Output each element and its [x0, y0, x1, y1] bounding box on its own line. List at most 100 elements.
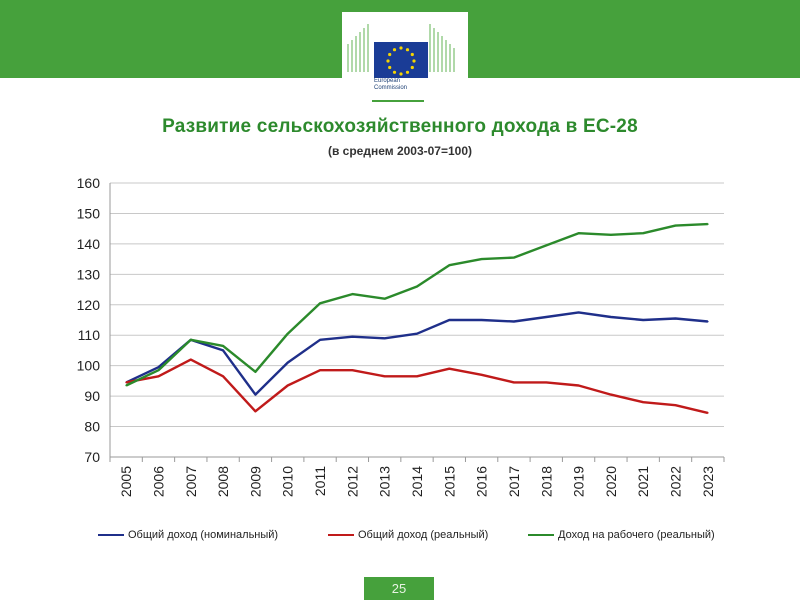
european-commission-logo	[342, 12, 468, 104]
data-point-s3-2021	[642, 232, 645, 235]
x-tick-label-2019: 2019	[571, 466, 587, 497]
x-tick-label-2020: 2020	[603, 466, 619, 497]
logo-text-line2: Commission	[374, 85, 408, 91]
data-point-s2-2016	[480, 374, 483, 376]
x-tick-label-2023: 2023	[700, 466, 716, 497]
data-point-s2-2018	[545, 381, 548, 384]
y-tick-label-130: 130	[77, 266, 101, 282]
data-point-s2-2023	[707, 412, 709, 414]
data-point-s3-2014	[416, 285, 418, 288]
data-point-s2-2012	[351, 369, 354, 372]
data-point-s3-2022	[674, 224, 677, 227]
legend-item-1: Общий доход (номинальный)	[98, 529, 278, 547]
data-point-s3-2013	[383, 297, 386, 300]
y-tick-label-90: 90	[84, 388, 100, 404]
data-point-s3-2020	[610, 233, 612, 236]
data-point-s1-2014	[416, 332, 418, 335]
data-point-s1-2012	[351, 335, 354, 338]
data-point-s3-2007	[189, 338, 192, 341]
x-tick-label-2005: 2005	[118, 466, 134, 497]
x-tick-label-2022: 2022	[668, 466, 684, 497]
y-tick-label-70: 70	[84, 449, 100, 465]
data-point-s3-2010	[286, 332, 289, 335]
x-tick-label-2012: 2012	[344, 466, 360, 497]
data-point-s1-2023	[707, 320, 709, 323]
y-tick-label-100: 100	[77, 358, 101, 374]
y-tick-label-140: 140	[77, 236, 101, 252]
data-point-s2-2020	[610, 393, 612, 396]
data-point-s1-2017	[513, 320, 515, 323]
x-tick-label-2009: 2009	[247, 466, 263, 497]
data-point-s2-2009	[254, 410, 257, 413]
x-tick-label-2016: 2016	[474, 466, 490, 497]
x-tick-label-2011: 2011	[312, 466, 328, 496]
data-point-s2-2021	[642, 401, 645, 404]
data-point-s1-2016	[480, 319, 483, 321]
data-point-s2-2005	[125, 381, 127, 384]
data-point-s2-2008	[222, 375, 224, 378]
x-tick-label-2015: 2015	[441, 466, 457, 497]
data-point-s1-2018	[545, 316, 548, 318]
chart-subtitle: (в среднем 2003-07=100)	[327, 144, 473, 158]
y-tick-label-80: 80	[84, 419, 100, 435]
data-point-s1-2013	[383, 337, 386, 340]
data-point-s2-2011	[319, 369, 321, 372]
x-tick-label-2013: 2013	[377, 466, 393, 497]
data-point-s1-2009	[254, 393, 257, 396]
series-line-1	[125, 311, 708, 396]
data-point-s3-2005	[125, 384, 127, 387]
x-tick-label-2018: 2018	[538, 466, 554, 497]
x-tick-label-2021: 2021	[635, 466, 651, 497]
legend-label-1: Общий доход (номинальный)	[128, 529, 279, 542]
data-point-s2-2010	[286, 384, 289, 387]
legend-label-2: Общий доход (реальный)	[358, 529, 489, 542]
y-tick-label-120: 120	[77, 297, 101, 313]
data-point-s3-2023	[707, 223, 709, 225]
data-point-s2-2022	[674, 404, 677, 407]
data-point-s3-2012	[351, 293, 354, 295]
data-point-s3-2019	[577, 232, 580, 235]
y-tick-label-160: 160	[77, 175, 101, 191]
data-point-s1-2006	[157, 366, 160, 368]
x-tick-label-2008: 2008	[215, 466, 231, 497]
data-point-s1-2015	[448, 319, 451, 321]
logo-text: European Commission	[374, 78, 444, 92]
data-point-s2-2014	[416, 375, 418, 378]
data-point-s3-2008	[222, 345, 224, 347]
data-point-s3-2015	[448, 264, 451, 267]
x-tick-label-2014: 2014	[409, 466, 425, 497]
data-point-s1-2010	[286, 361, 289, 364]
x-tick-label-2006: 2006	[150, 466, 166, 497]
data-point-s3-2018	[545, 244, 548, 247]
data-point-s3-2011	[319, 302, 321, 305]
y-tick-label-150: 150	[77, 205, 101, 221]
data-point-s1-2022	[674, 317, 677, 320]
legend-item-2: Общий доход (реальный)	[328, 529, 488, 547]
legend-swatch-1	[98, 534, 124, 537]
data-point-s2-2006	[157, 375, 160, 378]
x-tick-label-2017: 2017	[506, 466, 522, 497]
data-point-s2-2015	[448, 367, 451, 370]
data-point-s3-2006	[157, 369, 160, 372]
data-point-s3-2009	[254, 370, 257, 373]
legend-item-3: Доход на рабочего (реальный)	[528, 529, 715, 547]
data-point-s1-2021	[642, 319, 645, 321]
data-point-s3-2016	[480, 258, 483, 260]
chart-title: Развитие сельскохозяйственного дохода в …	[162, 116, 638, 137]
legend-swatch-3	[528, 534, 554, 537]
x-tick-label-2007: 2007	[183, 466, 199, 497]
data-point-s1-2011	[319, 338, 321, 341]
logo-text-line1: European	[374, 78, 401, 84]
data-point-s1-2008	[222, 349, 224, 352]
data-point-s2-2007	[189, 358, 192, 361]
data-point-s3-2017	[513, 256, 515, 259]
y-tick-label-110: 110	[78, 327, 101, 343]
series-line-2	[125, 358, 709, 415]
data-point-s1-2020	[610, 316, 612, 318]
logo-underline	[372, 100, 424, 102]
data-point-s1-2019	[577, 311, 580, 314]
data-point-s2-2017	[513, 381, 515, 384]
legend-swatch-2	[328, 534, 354, 537]
page-number: 25	[364, 577, 434, 600]
